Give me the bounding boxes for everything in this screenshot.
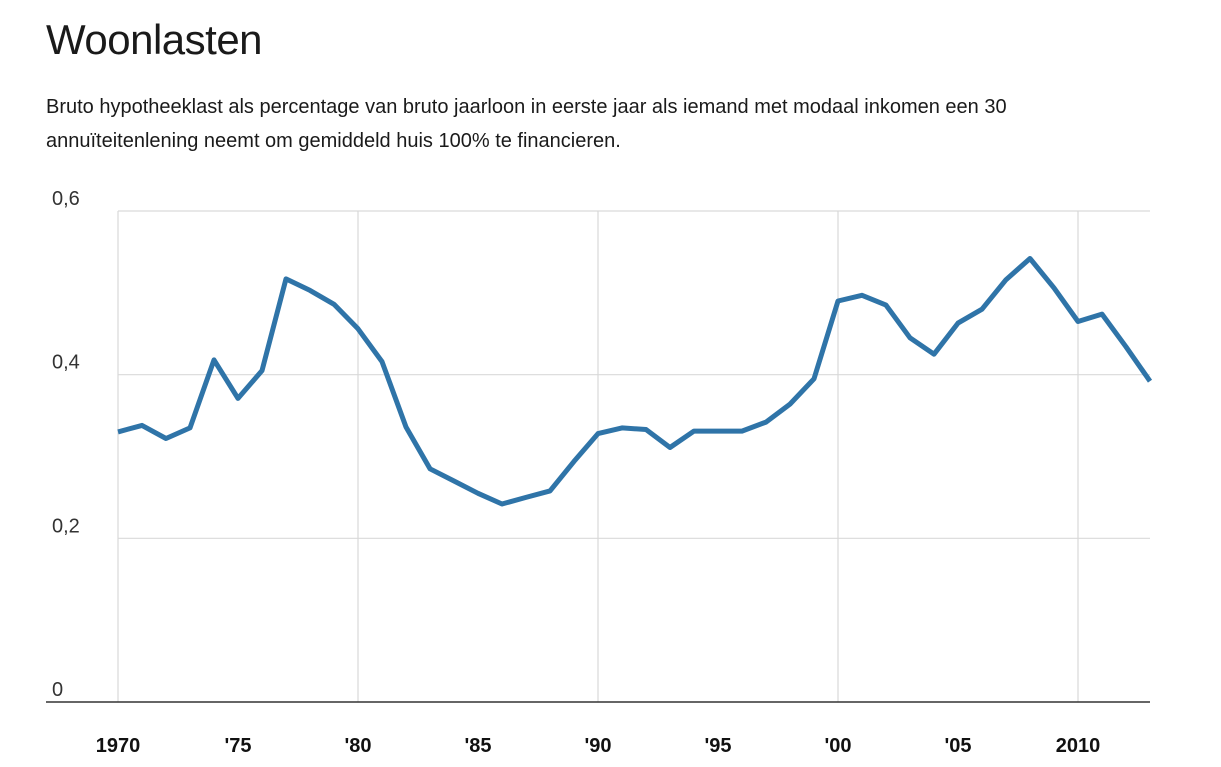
data-point — [1124, 344, 1129, 349]
tick-labels: 0 0,2 0,4 0,6 1970 '75 '80 '85 '90 '95 '00 '05 2010 — [52, 188, 1100, 757]
data-point — [476, 491, 481, 496]
data-point — [404, 425, 409, 430]
data-point — [356, 326, 361, 331]
x-tick-label: '85 — [464, 735, 491, 757]
data-point — [956, 321, 961, 326]
data-point — [716, 429, 721, 434]
y-tick-label: 0,4 — [52, 352, 80, 374]
data-point — [1028, 256, 1033, 261]
data-point — [188, 425, 193, 430]
data-point — [1004, 277, 1009, 282]
chart-title: Woonlasten — [46, 16, 263, 63]
data-point — [524, 495, 529, 500]
data-point — [1052, 285, 1057, 290]
data-point — [884, 303, 889, 308]
data-point — [116, 429, 121, 434]
data-point — [836, 299, 841, 304]
grid-layer — [117, 210, 1150, 702]
y-tick-label: 0,6 — [52, 188, 80, 210]
data-point — [692, 429, 697, 434]
data-point — [332, 302, 337, 307]
y-tick-label: 0 — [52, 679, 63, 701]
data-point — [980, 307, 985, 312]
series-layer — [116, 256, 1153, 507]
data-point — [548, 488, 553, 493]
data-point — [644, 427, 649, 432]
data-point — [164, 436, 169, 441]
data-point — [260, 368, 265, 373]
data-point — [596, 431, 601, 436]
data-point — [500, 501, 505, 506]
x-tick-label: '05 — [944, 735, 971, 757]
x-tick-label: 1970 — [96, 735, 141, 757]
data-point — [1076, 319, 1081, 324]
data-point — [1148, 379, 1153, 384]
data-point — [812, 376, 817, 381]
x-tick-label: '95 — [704, 735, 731, 757]
chart-subtitle: Bruto hypotheeklast als percentage van b… — [46, 90, 1150, 158]
data-point — [212, 357, 217, 362]
data-point — [236, 396, 241, 401]
x-tick-label: '75 — [224, 735, 251, 757]
data-point — [932, 352, 937, 357]
data-point — [1100, 312, 1105, 317]
x-tick-label: 2010 — [1056, 735, 1101, 757]
series-line — [117, 256, 1153, 507]
data-point — [572, 459, 577, 464]
data-point — [284, 276, 289, 281]
data-point — [668, 445, 673, 450]
x-tick-label: '80 — [344, 735, 371, 757]
x-tick-label: '90 — [584, 735, 611, 757]
data-point — [140, 423, 145, 428]
data-point — [788, 402, 793, 407]
subtitle-line-1: Bruto hypotheeklast als percentage van b… — [46, 96, 1007, 118]
data-point — [428, 466, 433, 471]
data-point — [308, 288, 313, 293]
subtitle-line-2: annuïteitenlening neemt om gemiddeld hui… — [46, 130, 621, 152]
x-tick-label: '00 — [824, 735, 851, 757]
data-point — [764, 420, 769, 425]
data-point — [380, 359, 385, 364]
data-point — [620, 425, 625, 430]
data-point — [452, 479, 457, 484]
data-point — [740, 429, 745, 434]
y-tick-label: 0,2 — [52, 515, 80, 537]
data-point — [860, 293, 865, 298]
data-point — [908, 335, 913, 340]
